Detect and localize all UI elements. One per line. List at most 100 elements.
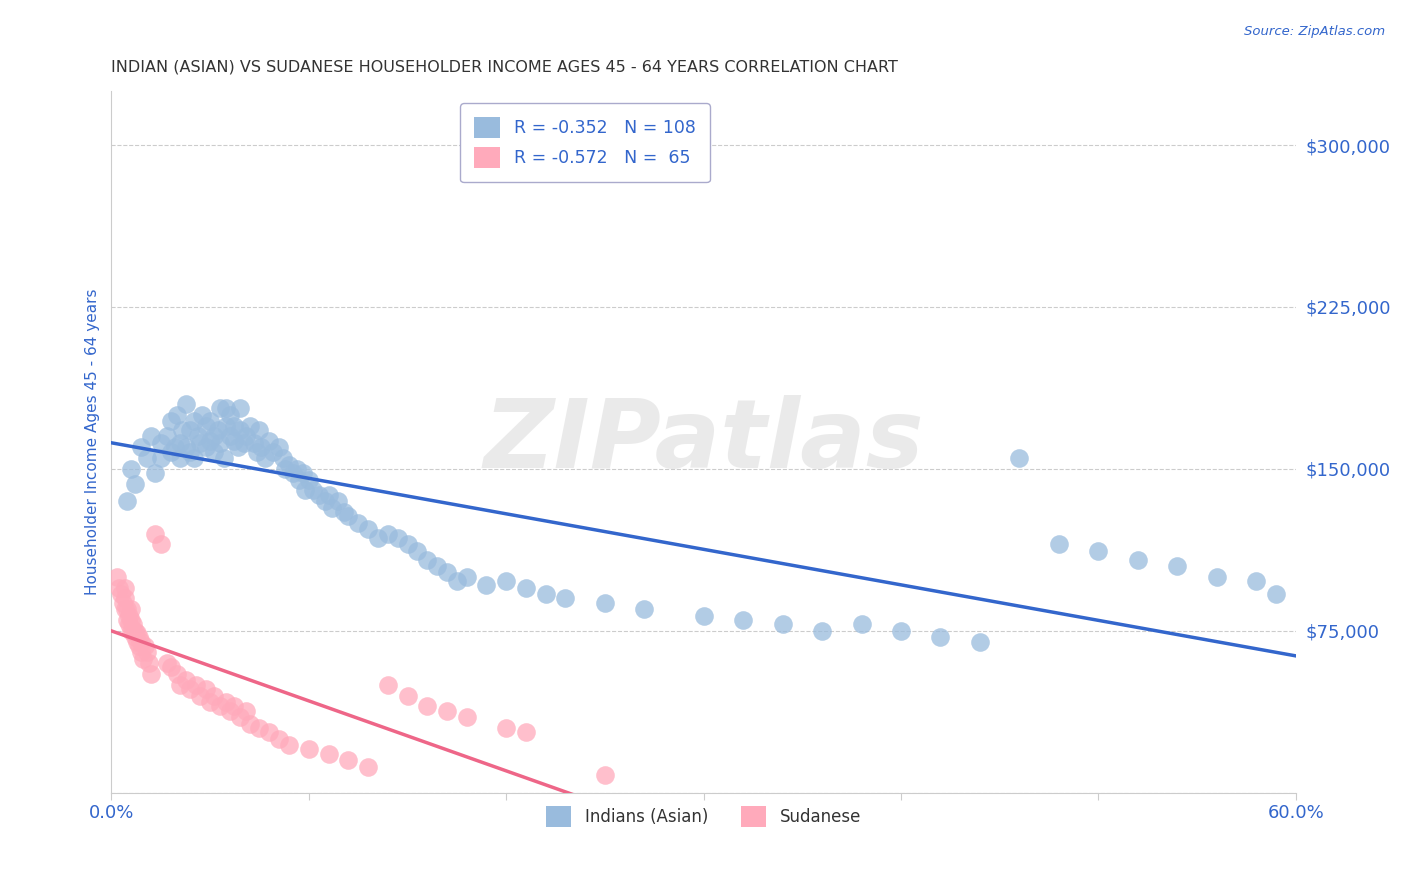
Point <box>163 440 186 454</box>
Point <box>179 423 201 437</box>
Point <box>215 695 238 709</box>
Point <box>110 587 132 601</box>
Point <box>176 397 198 411</box>
Point <box>222 434 245 448</box>
Point <box>120 624 142 638</box>
Point <box>136 450 159 465</box>
Point <box>298 742 321 756</box>
Point <box>198 434 221 448</box>
Point <box>235 704 257 718</box>
Point <box>1265 587 1288 601</box>
Point <box>188 689 211 703</box>
Point <box>242 436 264 450</box>
Point <box>456 570 478 584</box>
Point <box>202 429 225 443</box>
Point <box>215 418 238 433</box>
Point <box>811 624 834 638</box>
Point <box>259 434 281 448</box>
Point <box>249 423 271 437</box>
Point <box>254 450 277 465</box>
Point <box>166 408 188 422</box>
Point <box>132 652 155 666</box>
Text: Source: ZipAtlas.com: Source: ZipAtlas.com <box>1244 25 1385 38</box>
Point <box>118 608 141 623</box>
Legend: Indians (Asian), Sudanese: Indians (Asian), Sudanese <box>540 800 868 833</box>
Point <box>176 673 198 688</box>
Point <box>269 731 291 746</box>
Point <box>139 429 162 443</box>
Point <box>271 450 294 465</box>
Point <box>120 462 142 476</box>
Point <box>122 624 145 638</box>
Point <box>159 444 181 458</box>
Point <box>475 578 498 592</box>
Point <box>416 699 439 714</box>
Point <box>186 678 208 692</box>
Point <box>179 681 201 696</box>
Point <box>377 678 399 692</box>
Point <box>337 509 360 524</box>
Text: INDIAN (ASIAN) VS SUDANESE HOUSEHOLDER INCOME AGES 45 - 64 YEARS CORRELATION CHA: INDIAN (ASIAN) VS SUDANESE HOUSEHOLDER I… <box>111 60 898 75</box>
Point <box>183 414 205 428</box>
Point <box>772 617 794 632</box>
Point <box>1205 570 1227 584</box>
Point <box>262 444 284 458</box>
Point <box>125 626 148 640</box>
Point <box>156 656 179 670</box>
Point <box>108 581 131 595</box>
Point <box>202 444 225 458</box>
Point <box>202 689 225 703</box>
Point <box>232 436 254 450</box>
Point <box>143 466 166 480</box>
Point <box>218 704 240 718</box>
Point <box>314 494 336 508</box>
Point <box>278 738 301 752</box>
Point <box>235 429 257 443</box>
Point <box>436 566 458 580</box>
Point <box>128 630 150 644</box>
Point <box>274 462 297 476</box>
Point <box>249 721 271 735</box>
Point <box>228 423 250 437</box>
Point <box>446 574 468 588</box>
Point <box>495 721 517 735</box>
Point <box>138 656 160 670</box>
Point <box>105 570 128 584</box>
Point <box>333 505 356 519</box>
Point <box>396 537 419 551</box>
Point <box>426 559 449 574</box>
Point <box>207 423 229 437</box>
Point <box>124 630 146 644</box>
Point <box>188 436 211 450</box>
Point <box>208 699 231 714</box>
Point <box>226 440 249 454</box>
Point <box>143 526 166 541</box>
Text: ZIPatlas: ZIPatlas <box>484 395 924 488</box>
Point <box>159 414 181 428</box>
Point <box>128 639 150 653</box>
Point <box>278 458 301 472</box>
Point <box>149 436 172 450</box>
Point <box>222 699 245 714</box>
Point <box>129 440 152 454</box>
Point <box>969 634 991 648</box>
Point <box>159 660 181 674</box>
Point <box>195 681 218 696</box>
Point <box>328 494 350 508</box>
Point <box>1166 559 1188 574</box>
Point <box>198 414 221 428</box>
Point <box>166 667 188 681</box>
Point <box>218 408 240 422</box>
Point <box>377 526 399 541</box>
Point <box>495 574 517 588</box>
Point <box>239 716 262 731</box>
Point <box>301 483 323 498</box>
Point <box>179 444 201 458</box>
Point <box>215 401 238 416</box>
Point <box>318 747 340 761</box>
Point <box>288 473 311 487</box>
Point <box>250 440 273 454</box>
Point <box>136 645 159 659</box>
Point <box>1087 544 1109 558</box>
Point <box>228 710 250 724</box>
